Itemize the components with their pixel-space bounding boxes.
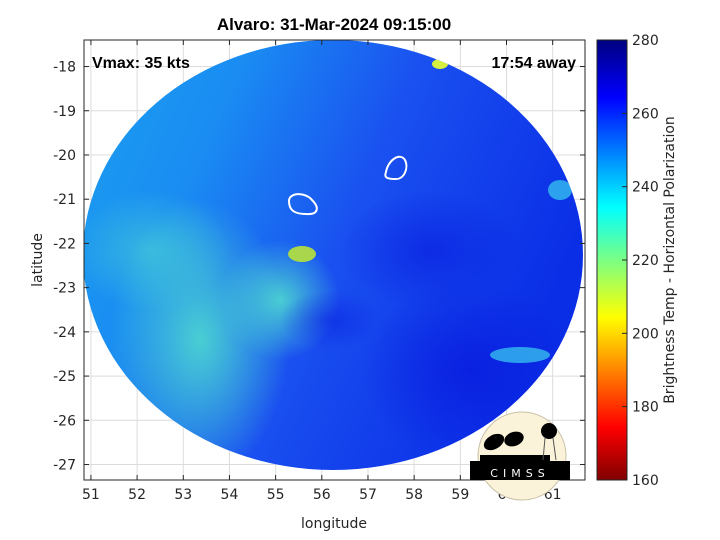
x-tick-label: 59 bbox=[451, 487, 469, 503]
x-tick-label: 55 bbox=[267, 487, 285, 503]
x-tick-label: 53 bbox=[174, 487, 192, 503]
y-tick-label: -22 bbox=[53, 236, 76, 252]
plot-frame bbox=[83, 39, 586, 481]
colorbar-tick-label: 260 bbox=[632, 106, 659, 122]
y-tick-label: -25 bbox=[53, 369, 76, 385]
x-tick-label: 54 bbox=[221, 487, 239, 503]
chart-title: Alvaro: 31-Mar-2024 09:15:00 bbox=[217, 15, 451, 34]
contour-1 bbox=[287, 193, 318, 216]
logo-text: CIMSS bbox=[490, 467, 549, 480]
contour-2 bbox=[384, 155, 408, 181]
y-tick-label: -24 bbox=[53, 325, 76, 341]
x-tick-label: 51 bbox=[82, 487, 100, 503]
y-axis-label: latitude bbox=[30, 233, 46, 287]
colorbar-tick-label: 280 bbox=[632, 33, 659, 49]
colorbar-tick-label: 200 bbox=[632, 326, 659, 342]
colorbar-label: Brightness Temp - Horizontal Polarizatio… bbox=[662, 116, 678, 404]
x-tick-label: 57 bbox=[359, 487, 377, 503]
y-tick-label: -26 bbox=[53, 413, 76, 429]
x-tick-label: 56 bbox=[313, 487, 331, 503]
x-axis-label: longitude bbox=[301, 516, 367, 532]
y-tick-label: -20 bbox=[53, 148, 76, 164]
colorbar-tick-label: 240 bbox=[632, 180, 659, 196]
distance-label: 17:54 away bbox=[491, 55, 576, 72]
x-tick-label: 52 bbox=[128, 487, 146, 503]
y-tick-label: -19 bbox=[53, 104, 76, 120]
colorbar-tick-label: 220 bbox=[632, 253, 659, 269]
y-tick-label: -21 bbox=[53, 192, 76, 208]
colorbar-tick-label: 180 bbox=[632, 400, 659, 416]
vmax-label: Vmax: 35 kts bbox=[92, 55, 190, 72]
x-tick-label: 58 bbox=[405, 487, 423, 503]
cimss-logo: CIMSS bbox=[470, 411, 570, 501]
y-tick-label: -27 bbox=[53, 458, 76, 474]
y-tick-label: -18 bbox=[53, 60, 76, 76]
y-tick-label: -23 bbox=[53, 281, 76, 297]
colorbar-tick-label: 160 bbox=[632, 473, 659, 489]
